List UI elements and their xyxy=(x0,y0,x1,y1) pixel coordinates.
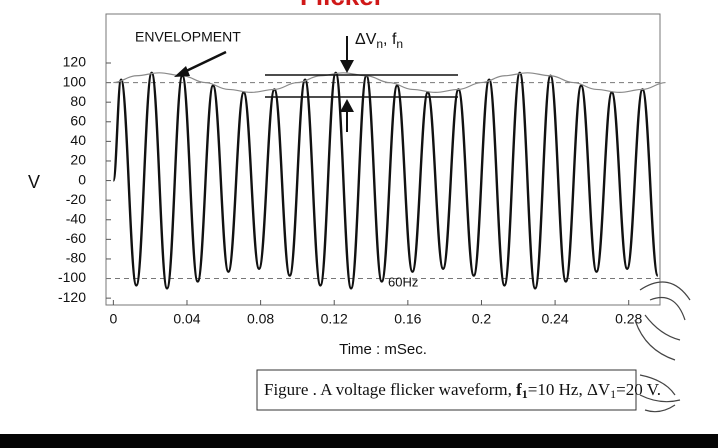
y-tick-label: 60 xyxy=(70,112,86,128)
caption-part: Figure . A voltage flicker waveform, xyxy=(264,380,516,399)
plot-frame xyxy=(105,13,661,306)
waveform-line xyxy=(112,71,660,290)
x-tick-label: 0.16 xyxy=(394,311,421,327)
x-tick-label: 0.08 xyxy=(247,311,274,327)
annotation: ΔVn, fn xyxy=(355,31,403,51)
y-tick-label: 20 xyxy=(70,152,86,168)
annotation-arrow xyxy=(181,50,227,75)
caption-part: 1 xyxy=(522,387,528,401)
y-tick-label: 80 xyxy=(70,93,86,109)
caption-part: =20 V. xyxy=(616,380,661,399)
annotation-part: , f xyxy=(383,31,397,48)
annotation-part: n xyxy=(396,37,403,51)
chart-title: Flicker xyxy=(300,0,384,11)
x-tick-label: 0.28 xyxy=(615,311,642,327)
arrow-head xyxy=(340,60,354,73)
y-axis-label: V xyxy=(28,172,40,192)
caption-part: =10 Hz, xyxy=(528,380,587,399)
caption-part: 1 xyxy=(610,387,616,401)
y-tick-label: -60 xyxy=(66,230,86,246)
caption-part: ΔV xyxy=(587,380,611,399)
caption-box xyxy=(256,369,637,411)
y-tick-label: -80 xyxy=(66,250,86,266)
y-tick-label: 100 xyxy=(63,73,87,89)
y-tick-label: -100 xyxy=(58,269,86,285)
y-tick-label: 120 xyxy=(63,54,87,70)
arrow-head xyxy=(174,66,190,77)
y-tick-label: -20 xyxy=(66,191,86,207)
annotation: ENVELOPMENT xyxy=(135,29,241,45)
bottom-bar xyxy=(0,434,718,448)
envelope-line xyxy=(113,72,666,93)
x-tick-label: 0.12 xyxy=(321,311,348,327)
x-tick-label: 0.04 xyxy=(173,311,200,327)
x-tick-label: 0.2 xyxy=(472,311,492,327)
annotation: 60Hz xyxy=(388,274,418,289)
y-tick-label: 0 xyxy=(78,171,86,187)
arrow-head xyxy=(340,99,354,112)
x-tick-label: 0.24 xyxy=(541,311,568,327)
y-tick-label: -40 xyxy=(66,210,86,226)
caption-part: f xyxy=(516,380,522,399)
y-tick-label: -120 xyxy=(58,289,86,305)
annotation-part: ΔV xyxy=(355,31,377,48)
watermark-logo xyxy=(634,281,691,413)
y-tick-label: 40 xyxy=(70,132,86,148)
x-tick-label: 0 xyxy=(109,311,117,327)
x-axis-label: Time : mSec. xyxy=(339,341,427,358)
annotation-part: n xyxy=(376,37,383,51)
caption: Figure . A voltage flicker waveform, f1=… xyxy=(264,380,661,401)
